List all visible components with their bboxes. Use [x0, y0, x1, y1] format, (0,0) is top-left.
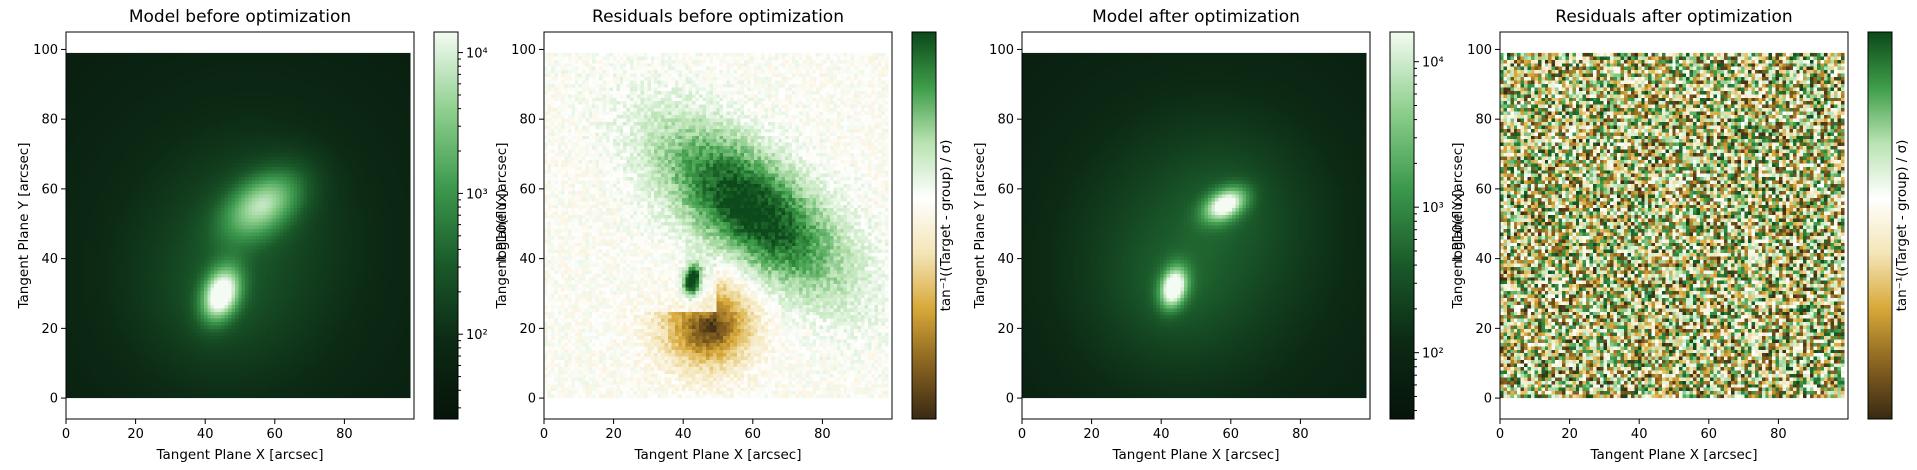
y-tick-label: 100	[511, 43, 536, 58]
y-tick-label: 60	[1475, 182, 1492, 197]
heatmap-image	[1022, 52, 1367, 399]
x-tick-label: 40	[675, 427, 692, 442]
chart-panel-2: Residuals before optimization 0 20 40 60 80 0 2…	[494, 7, 954, 463]
x-tick-label: 0	[1496, 427, 1504, 442]
x-tick-label: 20	[127, 427, 144, 442]
y-tick-label: 20	[997, 322, 1014, 337]
x-tick-label: 40	[1153, 427, 1170, 442]
heatmap-image	[544, 52, 889, 399]
x-tick-label: 40	[197, 427, 214, 442]
y-tick-label: 80	[41, 113, 58, 128]
colorbar-frame	[1389, 31, 1415, 420]
y-tick-label: 60	[997, 182, 1014, 197]
colorbar-gradient	[434, 32, 458, 419]
chart-title: Model before optimization	[129, 7, 351, 27]
x-tick-label: 80	[1770, 427, 1787, 442]
chart-panel-4: Residuals after optimization 0 20 40 60 80 0 20…	[1450, 7, 1910, 463]
plot-frame	[1021, 31, 1371, 420]
x-axis-label: Tangent Plane X [arcsec]	[1590, 447, 1758, 463]
x-tick-label: 80	[1292, 427, 1309, 442]
y-tick-label: 100	[989, 43, 1014, 58]
chart-panel-1: Model before optimization 0 20 40 60 80 0 20 40 6…	[16, 7, 510, 463]
chart-panel-3: Model after optimization 0 20 40 60 80 0 20 40 60…	[972, 7, 1466, 463]
x-axis-label: Tangent Plane X [arcsec]	[156, 447, 324, 463]
colorbar-gradient	[1868, 32, 1892, 419]
y-tick-label: 40	[519, 252, 536, 267]
colorbar-tick-label: 10⁴	[1422, 56, 1444, 71]
x-tick-label: 40	[1631, 427, 1648, 442]
x-tick-label: 60	[267, 427, 284, 442]
y-tick-label: 100	[33, 43, 58, 58]
x-tick-label: 80	[814, 427, 831, 442]
colorbar-gradient	[912, 32, 936, 419]
y-tick-label: 60	[519, 182, 536, 197]
y-axis-label: Tangent Plane Y [arcsec]	[494, 143, 510, 310]
colorbar-label: log10(flux)	[494, 189, 510, 262]
y-tick-label: 80	[997, 113, 1014, 128]
colorbar-frame	[433, 31, 459, 420]
y-tick-label: 0	[1006, 392, 1014, 407]
colorbar-gradient	[1390, 32, 1414, 419]
y-tick-label: 40	[997, 252, 1014, 267]
y-axis-label: Tangent Plane Y [arcsec]	[16, 143, 32, 310]
plot-frame	[543, 31, 893, 420]
x-tick-label: 0	[62, 427, 70, 442]
colorbar-label: tan⁻¹((Target - group) / σ)	[938, 140, 954, 312]
colorbar-frame	[911, 31, 937, 420]
x-axis-label: Tangent Plane X [arcsec]	[634, 447, 802, 463]
chart-title: Model after optimization	[1092, 7, 1300, 27]
y-tick-label: 0	[50, 392, 58, 407]
y-tick-label: 0	[1484, 392, 1492, 407]
plot-frame	[1499, 31, 1849, 420]
x-tick-label: 20	[1083, 427, 1100, 442]
y-tick-label: 20	[519, 322, 536, 337]
colorbar-label: log10(flux)	[1450, 189, 1466, 262]
y-axis-label: Tangent Plane Y [arcsec]	[972, 143, 988, 310]
y-tick-label: 100	[1467, 43, 1492, 58]
colorbar-label: tan⁻¹((Target - group) / σ)	[1894, 140, 1910, 312]
colorbar-frame	[1867, 31, 1893, 420]
colorbar-tick-label: 10²	[1422, 347, 1444, 362]
y-tick-label: 20	[1475, 322, 1492, 337]
y-tick-label: 0	[528, 392, 536, 407]
y-axis-label: Tangent Plane Y [arcsec]	[1450, 143, 1466, 310]
colorbar-tick-label: 10²	[466, 328, 488, 343]
y-tick-label: 60	[41, 182, 58, 197]
y-tick-label: 40	[1475, 252, 1492, 267]
x-tick-label: 60	[1223, 427, 1240, 442]
x-tick-label: 80	[336, 427, 353, 442]
x-axis-label: Tangent Plane X [arcsec]	[1112, 447, 1280, 463]
colorbar-tick-label: 10³	[1422, 201, 1444, 216]
heatmap-image	[1500, 52, 1845, 399]
chart-title: Residuals before optimization	[592, 7, 844, 27]
x-tick-label: 60	[1701, 427, 1718, 442]
plot-frame	[65, 31, 415, 420]
y-tick-label: 40	[41, 252, 58, 267]
x-tick-label: 20	[605, 427, 622, 442]
y-tick-label: 20	[41, 322, 58, 337]
x-tick-label: 0	[1018, 427, 1026, 442]
colorbar-tick-label: 10³	[466, 187, 488, 202]
chart-title: Residuals after optimization	[1555, 7, 1792, 27]
x-tick-label: 60	[745, 427, 762, 442]
y-tick-label: 80	[1475, 113, 1492, 128]
colorbar-tick-label: 10⁴	[466, 47, 488, 62]
y-tick-label: 80	[519, 113, 536, 128]
x-tick-label: 0	[540, 427, 548, 442]
heatmap-image	[66, 52, 411, 399]
x-tick-label: 20	[1561, 427, 1578, 442]
